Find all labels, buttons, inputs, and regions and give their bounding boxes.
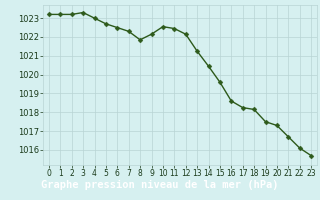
Text: Graphe pression niveau de la mer (hPa): Graphe pression niveau de la mer (hPa) bbox=[41, 179, 279, 190]
